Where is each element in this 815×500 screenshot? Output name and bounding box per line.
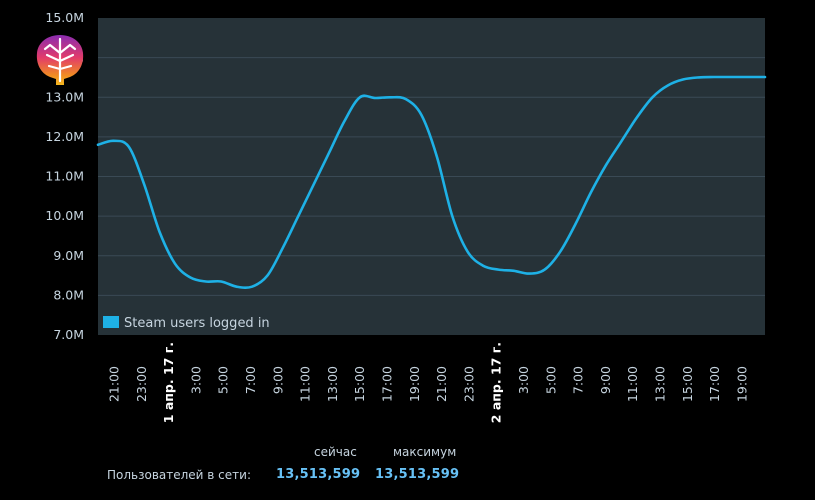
x-tick-label: 3:00 — [188, 366, 203, 394]
y-tick-label: 9.0M — [53, 248, 84, 263]
logo — [30, 33, 90, 87]
x-tick-label: 19:00 — [734, 366, 749, 402]
x-tick-label: 19:00 — [407, 366, 422, 402]
online-users-label: Пользователей в сети: — [107, 468, 251, 482]
x-tick-label: 17:00 — [707, 366, 722, 402]
x-tick-label: 5:00 — [216, 366, 231, 394]
y-tick-label: 8.0M — [53, 287, 84, 302]
x-tick-label: 3:00 — [516, 366, 531, 394]
max-header: максимум — [393, 445, 457, 459]
x-tick-label: 21:00 — [434, 366, 449, 402]
y-tick-label: 13.0M — [45, 89, 84, 104]
x-tick-label: 11:00 — [298, 366, 313, 402]
x-axis-ticks: 21:00 23:00 1 апр. 17 г. 3:00 5:00 7:00 9:00 11… — [107, 342, 750, 423]
x-tick-label: 13:00 — [325, 366, 340, 402]
now-header: сейчас — [314, 445, 357, 459]
x-tick-label: 9:00 — [598, 366, 613, 394]
series-line-steam-users — [96, 75, 767, 290]
legend[interactable]: Steam users logged in — [103, 316, 270, 331]
x-tick-label: 23:00 — [461, 366, 476, 402]
y-tick-label: 7.0M — [53, 327, 84, 342]
x-tick-label: 15:00 — [680, 366, 695, 402]
x-tick-label: 7:00 — [243, 366, 258, 394]
max-value: 13,513,599 — [375, 467, 460, 482]
x-tick-label: 5:00 — [543, 366, 558, 394]
legend-label: Steam users logged in — [124, 316, 270, 331]
x-tick-label: 13:00 — [653, 366, 668, 402]
chart: 7.0M8.0M9.0M10.0M11.0M12.0M13.0M14.0M15.… — [45, 10, 767, 423]
x-date-label: 1 апр. 17 г. — [161, 342, 176, 423]
x-tick-label: 11:00 — [625, 366, 640, 402]
y-tick-label: 12.0M — [45, 129, 84, 144]
y-tick-label: 15.0M — [45, 10, 84, 25]
now-value: 13,513,599 — [276, 467, 361, 482]
legend-swatch — [103, 316, 119, 328]
x-tick-label: 7:00 — [571, 366, 586, 394]
x-tick-label: 21:00 — [107, 366, 122, 402]
x-tick-label: 15:00 — [352, 366, 367, 402]
x-tick-label: 23:00 — [134, 366, 149, 402]
x-tick-label: 17:00 — [380, 366, 395, 402]
x-date-label: 2 апр. 17 г. — [489, 342, 504, 423]
x-tick-label: 9:00 — [270, 366, 285, 394]
stats-panel: сейчас максимум Пользователей в сети: 13… — [0, 438, 815, 498]
brain-tree-icon — [36, 35, 84, 85]
y-tick-label: 11.0M — [45, 169, 84, 184]
y-tick-label: 10.0M — [45, 208, 84, 223]
